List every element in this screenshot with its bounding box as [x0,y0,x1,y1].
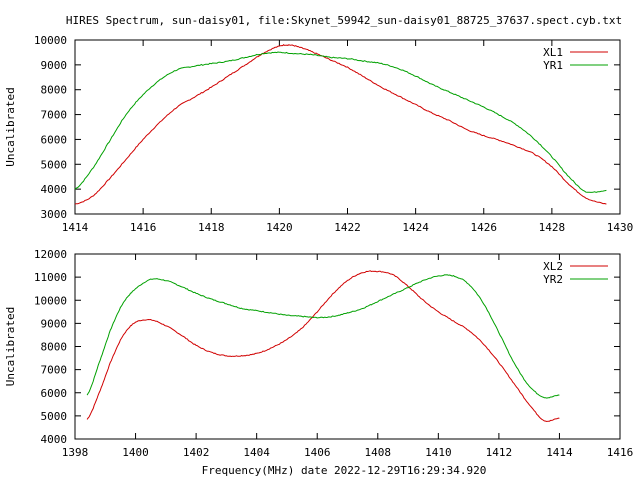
x-tick-label: 1416 [130,221,157,234]
y-tick-label: 5000 [41,158,68,171]
panel-2: 4000 5000 6000 7000 8000 9000 10000 11000 12000 1… [4,248,633,459]
x-tick-label: 1416 [607,446,634,459]
series-line-xl1 [74,44,607,205]
x-tick-label: 1424 [402,221,429,234]
chart-title: HIRES Spectrum, sun-daisy01, file:Skynet… [66,14,622,27]
x-tick-label: 1402 [183,446,210,459]
y-tick-label: 6000 [41,133,68,146]
x-tick-label: 1404 [243,446,270,459]
series-line-xl2 [86,270,560,423]
y-tick-label: 5000 [41,410,68,423]
x-tick-label: 1426 [471,221,498,234]
panel-1: 3000 4000 5000 6000 7000 8000 9000 10000 1414 141… [4,34,633,234]
x-tick-label: 1412 [486,446,513,459]
legend-label-yr1: YR1 [543,59,563,72]
x-tick-label: 1418 [198,221,225,234]
y-tick-label: 3000 [41,208,68,221]
legend-label-xl1: XL1 [543,46,563,59]
y-axis-label: Uncalibrated [4,87,17,166]
y-tick-label: 8000 [41,84,68,97]
y-axis-label: Uncalibrated [4,307,17,386]
y-tick-label: 9000 [41,59,68,72]
x-tick-label: 1408 [365,446,392,459]
x-axis-label: Frequency(MHz) date 2022-12-29T16:29:34.… [202,464,487,477]
y-tick-label: 7000 [41,364,68,377]
plots: 3000 4000 5000 6000 7000 8000 9000 10000 1414 141… [4,34,633,459]
y-tick-label: 12000 [34,248,67,261]
x-tick-label: 1422 [334,221,361,234]
y-tick-label: 6000 [41,387,68,400]
x-tick-label: 1428 [539,221,566,234]
y-tick-label: 9000 [41,317,68,330]
x-tick-label: 1406 [304,446,331,459]
x-tick-label: 1414 [546,446,573,459]
series-line-yr2 [86,274,560,399]
y-tick-label: 4000 [41,183,68,196]
plot-frame [74,39,621,215]
y-tick-label: 10000 [34,294,67,307]
series-line-yr1 [74,51,607,193]
y-tick-label: 11000 [34,271,67,284]
x-tick-label: 1420 [266,221,293,234]
legend-label-yr2: YR2 [543,273,563,286]
plot-frame [74,253,621,440]
x-tick-label: 1414 [62,221,89,234]
x-tick-label: 1398 [62,446,89,459]
x-tick-label: 1410 [425,446,452,459]
y-tick-label: 7000 [41,109,68,122]
y-tick-label: 4000 [41,433,68,446]
y-tick-label: 10000 [34,34,67,47]
y-tick-label: 8000 [41,341,68,354]
x-tick-label: 1400 [122,446,149,459]
legend-label-xl2: XL2 [543,260,563,273]
x-tick-label: 1430 [607,221,634,234]
